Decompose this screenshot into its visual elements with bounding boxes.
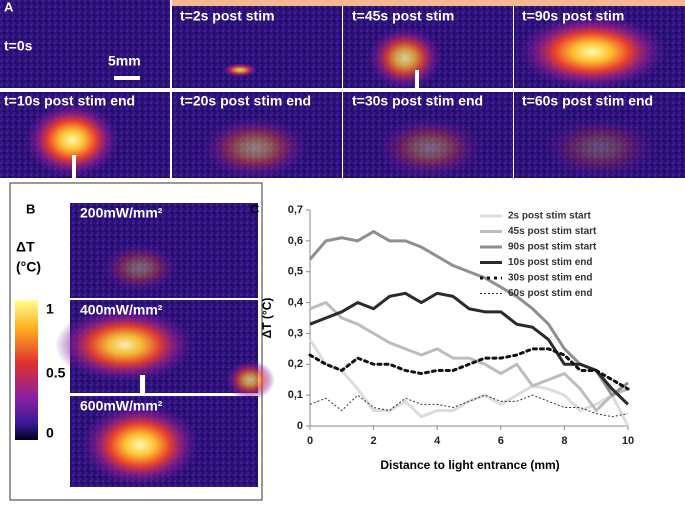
y-tick-label: 0,7 xyxy=(288,204,303,216)
legend-label: 90s post stim start xyxy=(508,242,597,253)
x-tick-label: 8 xyxy=(561,435,567,447)
heat-spot xyxy=(55,307,195,383)
series-line xyxy=(309,301,629,413)
image-label: t=60s post stim end xyxy=(522,93,653,109)
x-tick-label: 2 xyxy=(371,435,377,447)
colorbar-title: ΔT xyxy=(16,239,35,255)
series-line xyxy=(309,394,629,418)
x-axis-label: Distance to light entrance (mm) xyxy=(380,458,559,472)
heat-spot xyxy=(375,116,485,180)
image-label: t=20s post stim end xyxy=(180,93,311,109)
heat-spot xyxy=(225,360,275,400)
image-label: t=30s post stim end xyxy=(352,93,483,109)
heat-spot xyxy=(367,26,443,90)
legend-label: 45s post stim start xyxy=(508,226,597,237)
series-line xyxy=(308,338,630,427)
image-label: 400mW/mm² xyxy=(80,302,163,318)
image-label: t=2s post stim xyxy=(180,8,275,24)
heat-spot xyxy=(100,243,180,293)
legend-label: 60s post stim end xyxy=(508,288,592,299)
heat-spot xyxy=(200,116,310,180)
panel-label: A xyxy=(4,0,14,14)
panel-label: B xyxy=(26,201,35,216)
y-tick-label: 0,1 xyxy=(288,389,303,401)
image-label: t=0s xyxy=(4,38,33,54)
y-axis-label: ΔT (°C) xyxy=(260,298,274,339)
legend-label: 10s post stim end xyxy=(508,257,592,268)
heat-spot xyxy=(24,102,120,178)
series-line xyxy=(308,230,629,397)
stim-bar xyxy=(172,0,685,6)
y-tick-label: 0,6 xyxy=(288,235,303,247)
heat-spot xyxy=(540,116,660,180)
image-label: 200mW/mm² xyxy=(80,205,163,221)
legend-label: 30s post stim end xyxy=(508,273,592,284)
y-tick-label: 0,2 xyxy=(288,358,303,370)
x-tick-label: 0 xyxy=(307,435,313,447)
scale-bar xyxy=(114,76,140,80)
y-tick-label: 0,5 xyxy=(288,266,303,278)
colorbar-tick: 1 xyxy=(46,301,54,317)
x-tick-label: 6 xyxy=(498,435,504,447)
y-tick-label: 0,3 xyxy=(288,327,303,339)
image-label: 600mW/mm² xyxy=(80,398,163,414)
probe xyxy=(72,155,76,178)
colorbar xyxy=(15,300,38,440)
thermal-image xyxy=(172,6,342,88)
image-label: t=10s post stim end xyxy=(4,93,135,109)
image-label: t=45s post stim xyxy=(352,8,454,24)
thermal-image xyxy=(0,0,170,88)
heat-spot xyxy=(222,63,258,77)
colorbar-tick: 0.5 xyxy=(46,365,66,381)
probe xyxy=(415,70,419,88)
heat-spot xyxy=(80,403,200,487)
x-tick-label: 10 xyxy=(622,435,634,447)
colorbar-tick: 0 xyxy=(46,425,54,441)
legend-label: 2s post stim start xyxy=(508,211,591,222)
y-tick-label: 0 xyxy=(297,420,303,432)
probe xyxy=(140,375,145,393)
y-tick-label: 0,4 xyxy=(288,296,304,308)
x-tick-label: 4 xyxy=(434,435,441,447)
scale-label: 5mm xyxy=(108,53,141,69)
panel-b-frame xyxy=(9,182,263,501)
panel-label: C xyxy=(250,201,260,216)
heat-spot xyxy=(517,14,667,90)
colorbar-unit: (°C) xyxy=(16,259,41,275)
series-line xyxy=(308,347,630,391)
image-label: t=90s post stim xyxy=(522,8,624,24)
